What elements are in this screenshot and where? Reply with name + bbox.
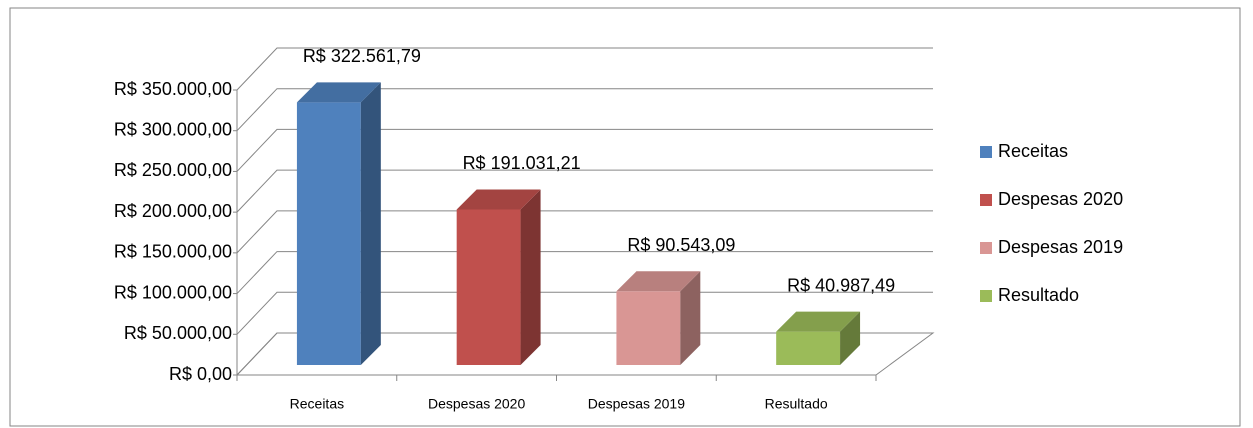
bar — [456, 209, 521, 365]
bar-side — [680, 271, 701, 365]
bar-side — [520, 189, 541, 365]
legend-swatch — [980, 194, 992, 206]
legend-swatch — [980, 146, 992, 158]
x-tick-label: Receitas — [290, 396, 344, 412]
bar — [616, 291, 681, 365]
grid-line — [236, 210, 933, 254]
bar-side — [360, 82, 381, 366]
y-tick-label: R$ 150.000,00 — [114, 242, 232, 262]
bar-top — [776, 311, 861, 332]
x-tick-label: Despesas 2020 — [428, 396, 526, 412]
legend-swatch — [980, 290, 992, 302]
bar — [776, 331, 841, 365]
value-label: R$ 191.031,21 — [463, 153, 581, 173]
bar-top — [456, 189, 541, 210]
legend-label: Despesas 2019 — [998, 237, 1123, 257]
bar-side — [840, 311, 861, 365]
y-tick-label: R$ 50.000,00 — [124, 323, 232, 343]
value-label: R$ 322.561,79 — [303, 46, 421, 66]
grid-line — [236, 88, 933, 132]
y-tick-label: R$ 200.000,00 — [114, 201, 232, 221]
grid-line — [236, 251, 933, 294]
legend-swatch — [980, 242, 992, 254]
grid-line — [236, 332, 933, 376]
y-tick-label: R$ 0,00 — [169, 364, 232, 384]
bar — [296, 102, 361, 366]
value-label: R$ 90.543,09 — [627, 235, 735, 255]
y-tick-label: R$ 300.000,00 — [114, 119, 232, 139]
grid-line — [236, 47, 933, 91]
x-tick-label: Despesas 2019 — [588, 396, 686, 412]
bar-top — [296, 82, 381, 103]
grid-line — [236, 291, 933, 335]
bar-top — [616, 271, 701, 292]
legend-label: Despesas 2020 — [998, 189, 1123, 209]
y-tick-label: R$ 250.000,00 — [114, 160, 232, 180]
value-label: R$ 40.987,49 — [787, 275, 895, 295]
grid-line — [236, 169, 933, 213]
legend-label: Resultado — [998, 285, 1079, 305]
y-tick-label: R$ 350.000,00 — [114, 79, 232, 99]
y-tick-label: R$ 100.000,00 — [114, 282, 232, 302]
x-tick-label: Resultado — [765, 396, 828, 412]
grid-line — [236, 128, 933, 172]
legend-label: Receitas — [998, 141, 1068, 161]
